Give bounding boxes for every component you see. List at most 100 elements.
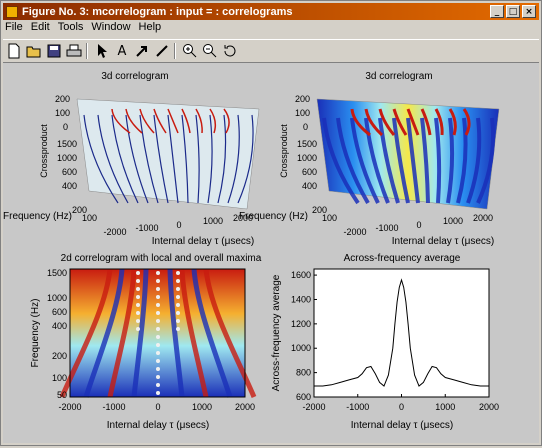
maximum-marker <box>156 319 160 323</box>
open-folder-icon[interactable] <box>25 42 43 60</box>
plot1-x-ticks: -2000 -1000 0 1000 2000 <box>103 213 253 237</box>
plot1-title: 3d correlogram <box>101 71 168 82</box>
maximum-marker <box>156 359 160 363</box>
menu-tools[interactable]: Tools <box>57 21 84 33</box>
save-disk-icon[interactable] <box>45 42 63 60</box>
heatmap-band <box>191 268 233 398</box>
maximum-marker <box>156 287 160 291</box>
maximum-marker <box>176 311 180 315</box>
plot4-ytick: 1000 <box>291 343 311 353</box>
plot4-xtick: -1000 <box>346 402 369 412</box>
plot3-heatmap <box>59 268 257 398</box>
plot4-ytick: 1600 <box>291 270 311 280</box>
heatmap-band <box>59 268 113 398</box>
plot2-xtick: -2000 <box>343 227 366 237</box>
new-file-icon[interactable] <box>5 42 23 60</box>
title-bar[interactable]: Figure No. 3: mcorrelogram : input = : c… <box>3 3 539 20</box>
plot1-ytick: 400 <box>62 181 77 191</box>
plot3-xtick: -1000 <box>102 402 125 412</box>
maximum-marker <box>156 367 160 371</box>
plot2-xtick: 1000 <box>443 216 463 226</box>
arrow-tool-icon[interactable] <box>133 42 151 60</box>
maximum-marker <box>156 391 160 395</box>
plot1-xtick: -1000 <box>135 223 158 233</box>
maximum-marker <box>156 279 160 283</box>
plot4-ytick: 1200 <box>291 319 311 329</box>
plot2-xtick: 0 <box>416 220 421 230</box>
maximum-marker <box>136 279 140 283</box>
plot1-ztick: 200 <box>55 94 70 104</box>
maximum-marker <box>136 295 140 299</box>
plot3-ytick: 1000 <box>47 293 67 303</box>
zoom-out-icon[interactable] <box>201 42 219 60</box>
plot2-ylabel: Frequency (Hz) <box>239 211 308 222</box>
plot2-ytick: 1000 <box>297 153 317 163</box>
toolbar: A <box>3 39 539 63</box>
plot4-x-ticks: -2000 -1000 0 1000 2000 <box>302 394 499 412</box>
maximum-marker <box>176 327 180 331</box>
printer-icon[interactable] <box>65 42 83 60</box>
heatmap-band <box>179 268 209 398</box>
maximum-marker <box>136 319 140 323</box>
plot1-ytick: 100 <box>82 213 97 223</box>
plot2-title: 3d correlogram <box>365 71 432 82</box>
plot3-bands <box>59 268 257 398</box>
plot4-xtick: 2000 <box>479 402 499 412</box>
maximum-marker <box>156 351 160 355</box>
plot1-xtick: -2000 <box>103 227 126 237</box>
heatmap-band <box>203 268 257 398</box>
close-button[interactable]: × <box>522 5 536 18</box>
plot3-xtick: -2000 <box>58 402 81 412</box>
menu-window[interactable]: Window <box>91 21 131 33</box>
pointer-arrow-icon[interactable] <box>93 42 111 60</box>
maximum-marker <box>136 327 140 331</box>
line-tool-icon[interactable] <box>153 42 171 60</box>
heatmap-band <box>83 268 125 398</box>
plot2-bands <box>322 117 496 205</box>
plot2-peaks <box>350 108 471 137</box>
maximum-marker <box>136 287 140 291</box>
menu-file[interactable]: File <box>5 21 23 33</box>
plot3-xtick: 2000 <box>235 402 255 412</box>
maximum-marker <box>176 319 180 323</box>
menu-bar: File Edit Tools Window Help <box>5 21 169 37</box>
menu-help[interactable]: Help <box>138 21 162 33</box>
maximum-marker <box>156 383 160 387</box>
plot2-xlabel: Internal delay τ (μsecs) <box>392 236 495 247</box>
maximize-button[interactable]: □ <box>506 5 520 18</box>
plot3-ytick: 400 <box>52 321 67 331</box>
plot3-xtick: 1000 <box>192 402 212 412</box>
plot4-ytick: 600 <box>296 392 311 402</box>
plot3-xtick: 0 <box>155 402 160 412</box>
plot4-xtick: 1000 <box>435 402 455 412</box>
plot4-axes <box>313 268 490 398</box>
rotate-3d-icon[interactable] <box>221 42 239 60</box>
text-tool-icon[interactable]: A <box>117 43 127 59</box>
plot3-ytick: 1500 <box>47 268 67 278</box>
maximum-marker <box>156 303 160 307</box>
plot3-ytick: 100 <box>52 373 67 383</box>
plot2-y-ticks: 1500 1000 600 400 200 100 <box>297 139 337 223</box>
minimize-button[interactable]: _ <box>490 5 504 18</box>
toolbar-separator <box>174 43 176 59</box>
plot2-ztick: 0 <box>303 122 308 132</box>
plot2-x-ticks: -2000 -1000 0 1000 2000 <box>343 213 493 237</box>
plot2-ztick: 200 <box>295 94 310 104</box>
plot1-ztick: 0 <box>63 122 68 132</box>
plot1-xtick: 0 <box>176 220 181 230</box>
plot4-xtick: -2000 <box>302 402 325 412</box>
maximum-marker <box>176 279 180 283</box>
plot3-ytick: 50 <box>57 390 67 400</box>
plot2-surface <box>316 98 500 210</box>
maximum-marker <box>176 303 180 307</box>
menu-edit[interactable]: Edit <box>30 21 50 33</box>
plot1-ztick: 100 <box>55 108 70 118</box>
plot1-ridges <box>83 114 254 204</box>
plot1-y-ticks: 1500 1000 600 400 200 100 <box>57 139 97 223</box>
plot1-ytick: 1000 <box>57 153 77 163</box>
plot1-ytick: 200 <box>72 205 87 215</box>
plot1-xlabel: Internal delay τ (μsecs) <box>152 236 255 247</box>
zoom-in-icon[interactable] <box>181 42 199 60</box>
plot2-xtick: 2000 <box>473 213 493 223</box>
